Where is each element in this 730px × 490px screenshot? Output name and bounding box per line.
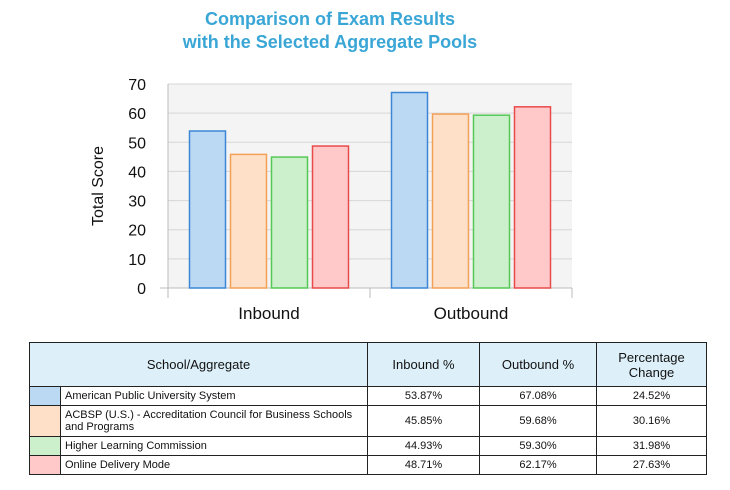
- plot-area: [168, 84, 572, 288]
- header-percentage-change: Percentage Change: [596, 342, 708, 387]
- y-tick-label: 10: [128, 252, 146, 269]
- bar-chart: 0 10 20 30 40 50 60 70 Total Score Inbound Outboun…: [90, 77, 573, 323]
- row-inbound: 44.93%: [367, 436, 481, 456]
- x-tick-label: Outbound: [434, 304, 509, 323]
- y-tick-label: 20: [128, 223, 146, 240]
- table-row: ACBSP (U.S.) - Accreditation Council for…: [29, 405, 708, 437]
- row-change: 27.63%: [596, 455, 708, 475]
- header-school-aggregate: School/Aggregate: [28, 342, 369, 387]
- y-axis-label: Total Score: [90, 146, 107, 226]
- legend-swatch: [29, 386, 61, 406]
- row-outbound: 67.08%: [479, 386, 598, 406]
- bar-inbound-1: [229, 153, 268, 289]
- y-tick-label: 50: [128, 135, 146, 152]
- bar-inbound-0: [188, 130, 227, 289]
- bar-outbound-2: [472, 114, 511, 289]
- legend-swatch: [29, 405, 61, 437]
- table-row: Online Delivery Mode 48.71% 62.17% 27.63…: [29, 455, 708, 475]
- row-name: ACBSP (U.S.) - Accreditation Council for…: [59, 405, 369, 437]
- results-table: School/Aggregate Inbound % Outbound % Pe…: [28, 342, 708, 475]
- bar-inbound-2: [270, 156, 309, 289]
- chart-title: Comparison of Exam Results with the Sele…: [0, 8, 660, 54]
- row-outbound: 59.68%: [479, 405, 598, 437]
- row-outbound: 59.30%: [479, 436, 598, 456]
- y-tick-label: 70: [128, 77, 146, 94]
- chart-title-line-1: Comparison of Exam Results: [204, 9, 456, 29]
- row-change: 30.16%: [596, 405, 708, 437]
- row-inbound: 45.85%: [367, 405, 481, 437]
- bar-outbound-3: [513, 106, 552, 289]
- header-inbound: Inbound %: [367, 342, 481, 387]
- row-name: American Public University System: [59, 386, 369, 406]
- legend-swatch: [29, 455, 61, 475]
- table-row: American Public University System 53.87%…: [29, 386, 708, 406]
- bar-outbound-1: [431, 113, 470, 289]
- bar-outbound-0: [390, 91, 429, 289]
- x-tick-label: Inbound: [238, 304, 299, 323]
- legend-swatch: [29, 436, 61, 456]
- chart-title-line-2: with the Selected Aggregate Pools: [182, 32, 478, 52]
- row-change: 24.52%: [596, 386, 708, 406]
- table-row: Higher Learning Commission 44.93% 59.30%…: [29, 436, 708, 456]
- y-tick-label: 30: [128, 194, 146, 211]
- row-name: Online Delivery Mode: [59, 455, 369, 475]
- y-tick-label: 60: [128, 106, 146, 123]
- row-outbound: 62.17%: [479, 455, 598, 475]
- bar-inbound-3: [311, 145, 350, 289]
- row-inbound: 53.87%: [367, 386, 481, 406]
- y-tick-label: 40: [128, 164, 146, 181]
- header-outbound: Outbound %: [479, 342, 598, 387]
- row-name: Higher Learning Commission: [59, 436, 369, 456]
- y-tick-label: 0: [137, 281, 146, 298]
- row-change: 31.98%: [596, 436, 708, 456]
- row-inbound: 48.71%: [367, 455, 481, 475]
